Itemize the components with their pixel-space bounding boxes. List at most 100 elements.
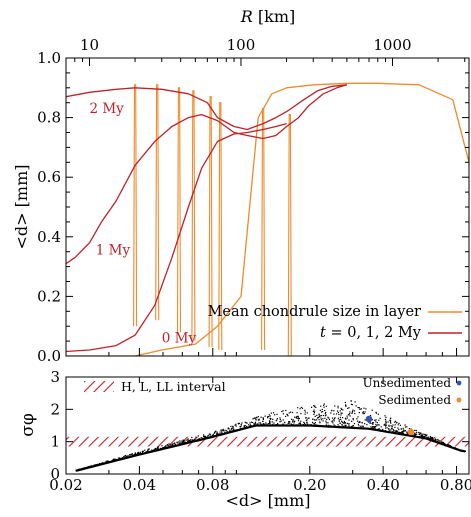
scatter-point <box>379 417 381 419</box>
scatter-point <box>129 454 131 456</box>
scatter-point <box>333 420 335 422</box>
scatter-point <box>339 422 341 424</box>
scatter-point <box>345 425 347 427</box>
scatter-point <box>244 425 246 427</box>
scatter-point <box>122 457 124 459</box>
bottom-y-axis-label: σφ <box>18 413 38 437</box>
scatter-point <box>125 455 127 457</box>
scatter-point <box>282 410 284 412</box>
scatter-point <box>215 430 217 432</box>
scatter-point <box>192 439 194 441</box>
scatter-point <box>377 413 379 415</box>
scatter-point <box>203 434 205 436</box>
scatter-point <box>179 440 181 442</box>
scatter-point <box>352 409 354 411</box>
scatter-point <box>161 447 164 449</box>
scatter-point <box>306 421 308 423</box>
scatter-point <box>415 429 417 432</box>
scatter-point <box>362 425 364 427</box>
scatter-point <box>370 426 372 428</box>
scatter-point <box>372 425 374 428</box>
scatter-point <box>270 417 272 420</box>
scatter-point <box>313 409 315 411</box>
scatter-point <box>164 446 167 448</box>
scatter-point <box>436 438 438 441</box>
scatter-point <box>224 429 226 431</box>
scatter-point <box>282 413 284 415</box>
scatter-point <box>282 423 284 425</box>
top-ytick-label: 0.0 <box>37 347 61 365</box>
scatter-point <box>390 425 392 427</box>
scatter-point <box>378 419 380 421</box>
scatter-point <box>366 424 368 426</box>
scatter-point <box>181 440 183 442</box>
scatter-point <box>344 401 346 404</box>
scatter-point <box>375 419 377 421</box>
scatter-point <box>157 446 159 448</box>
scatter-point <box>226 431 228 433</box>
scatter-point <box>243 425 245 427</box>
scatter-point <box>207 435 209 437</box>
scatter-point <box>426 434 428 436</box>
scatter-point <box>395 430 397 432</box>
scatter-point <box>246 425 248 427</box>
scatter-point <box>341 420 343 422</box>
scatter-point <box>361 422 363 424</box>
scatter-point <box>183 441 185 443</box>
scatter-point <box>283 421 286 423</box>
scatter-point <box>299 422 301 424</box>
scatter-point <box>313 406 315 408</box>
scatter-point <box>298 418 300 420</box>
scatter-point <box>221 432 223 434</box>
scatter-point <box>324 417 326 419</box>
scatter-point <box>272 418 274 420</box>
scatter-point <box>350 400 353 402</box>
scatter-point <box>187 440 189 443</box>
scatter-point <box>352 419 354 421</box>
scatter-point <box>425 434 427 436</box>
scatter-point <box>232 428 234 430</box>
scatter-point <box>404 424 406 426</box>
scatter-point <box>198 438 200 440</box>
scatter-point <box>230 428 232 430</box>
scatter-point <box>341 421 343 423</box>
series-line-1-my <box>66 84 348 265</box>
scatter-point <box>358 412 360 414</box>
scatter-point <box>239 425 242 428</box>
scatter-point <box>288 422 290 424</box>
scatter-point <box>337 405 339 407</box>
scatter-point <box>292 420 294 422</box>
scatter-point <box>362 411 364 414</box>
scatter-point <box>276 419 278 421</box>
scatter-point <box>349 415 351 417</box>
scatter-point <box>271 421 273 423</box>
scatter-point <box>141 451 144 453</box>
scatter-point <box>323 403 325 405</box>
scatter-point <box>277 423 279 425</box>
scatter-point <box>349 411 351 413</box>
scatter-point <box>257 423 259 425</box>
series-line-0-my <box>66 122 287 353</box>
scatter-point <box>351 412 353 414</box>
scatter-point <box>264 423 266 425</box>
scatter-point <box>294 416 296 418</box>
scatter-point <box>448 444 450 446</box>
scatter-point <box>225 430 228 432</box>
scatter-point <box>434 439 436 441</box>
scatter-point <box>147 449 149 451</box>
scatter-point <box>397 430 399 432</box>
scatter-point <box>257 416 259 418</box>
scatter-point <box>232 425 234 427</box>
band-legend-swatch <box>84 381 114 392</box>
scatter-point <box>373 426 375 428</box>
scatter-point <box>330 412 332 414</box>
scatter-point <box>371 419 373 421</box>
top-ytick-label: 0.8 <box>37 109 61 127</box>
scatter-point <box>342 409 344 411</box>
scatter-point <box>235 425 237 427</box>
scatter-point <box>358 425 360 427</box>
scatter-point <box>375 423 377 426</box>
scatter-point <box>419 432 421 434</box>
scatter-point <box>430 438 432 440</box>
scatter-point <box>397 424 399 426</box>
